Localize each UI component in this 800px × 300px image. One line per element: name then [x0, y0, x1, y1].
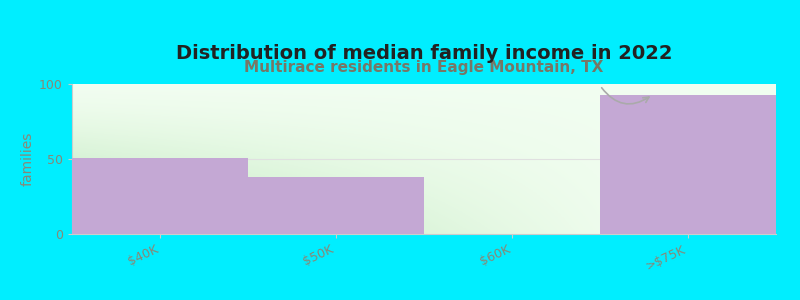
Title: Distribution of median family income in 2022: Distribution of median family income in … [176, 44, 672, 63]
Bar [600, 94, 776, 234]
Text: Multirace residents in Eagle Mountain, TX: Multirace residents in Eagle Mountain, T… [244, 60, 604, 75]
Bar [248, 177, 424, 234]
Bar [72, 158, 248, 234]
Y-axis label: families: families [21, 132, 35, 186]
